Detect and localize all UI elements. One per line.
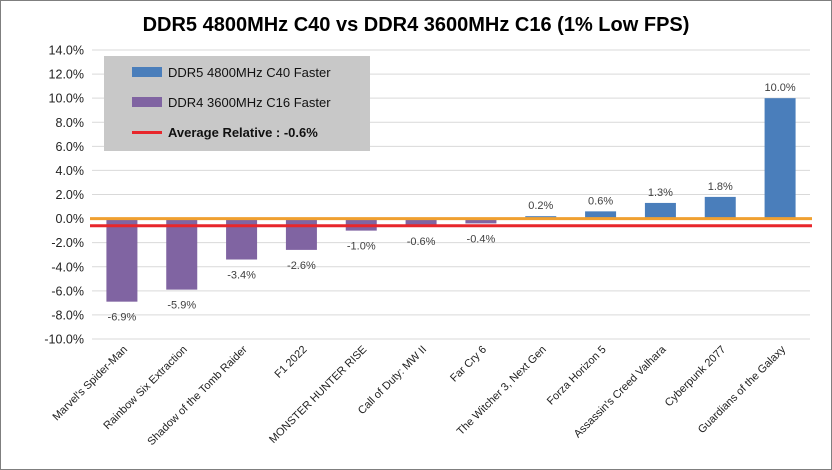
y-tick-label: -8.0% <box>51 308 84 322</box>
data-label: -3.4% <box>227 270 256 282</box>
category-label: Cyberpunk 2077 <box>663 344 729 410</box>
y-tick-label: 0.0% <box>56 212 85 226</box>
y-tick-label: -10.0% <box>44 333 84 347</box>
y-tick-label: -6.0% <box>51 284 84 298</box>
bar <box>465 218 497 224</box>
category-label: Forza Horizon 5 <box>545 344 609 408</box>
bar <box>764 98 796 219</box>
bar <box>106 218 138 302</box>
legend: DDR5 4800MHz C40 Faster DDR4 3600MHz C16… <box>104 56 370 151</box>
bar <box>285 218 317 250</box>
bar <box>166 218 198 290</box>
y-tick-label: 8.0% <box>56 116 85 130</box>
bar <box>644 202 676 219</box>
data-labels: -6.9% -5.9% -3.4% -2.6% -1.0% -0.6% -0.4% 0.2% 0… <box>108 82 796 324</box>
y-tick-label: -2.0% <box>51 236 84 250</box>
data-label: -0.4% <box>467 233 496 245</box>
y-tick-label: 6.0% <box>56 140 85 154</box>
y-tick-label: 14.0% <box>49 44 84 58</box>
category-label: Far Cry 6 <box>448 344 489 385</box>
data-label: -6.9% <box>108 312 137 324</box>
data-label: 10.0% <box>764 82 795 94</box>
legend-item-positive: DDR5 4800MHz C40 Faster <box>104 62 331 82</box>
data-label: 1.3% <box>648 187 673 199</box>
y-tick-label: 10.0% <box>49 92 84 106</box>
category-label: F1 2022 <box>273 344 310 381</box>
chart-title: DDR5 4800MHz C40 vs DDR4 3600MHz C16 (1%… <box>142 14 690 36</box>
reference-lines <box>90 217 812 228</box>
category-label: Call of Duty: MW II <box>356 344 429 417</box>
legend-swatch-negative <box>132 97 162 107</box>
bar <box>405 218 437 226</box>
legend-label-positive: DDR5 4800MHz C40 Faster <box>168 64 331 80</box>
y-tick-label: 12.0% <box>49 68 84 82</box>
data-label: -5.9% <box>167 300 196 312</box>
legend-line-average <box>132 130 162 134</box>
legend-label-negative: DDR4 3600MHz C16 Faster <box>168 94 331 110</box>
bar <box>585 211 617 219</box>
y-tick-label: 2.0% <box>56 188 85 202</box>
category-label: Shadow of the Tomb Raider <box>145 343 250 448</box>
bar <box>704 196 736 219</box>
y-axis-ticks: 14.0% 12.0% 10.0% 8.0% 6.0% 4.0% 2.0% 0.0% -2.0%… <box>44 44 84 347</box>
legend-item-negative: DDR4 3600MHz C16 Faster <box>104 92 331 112</box>
data-label: -0.6% <box>407 236 436 248</box>
data-label: 0.2% <box>528 200 553 212</box>
legend-swatch-positive <box>132 67 162 77</box>
y-tick-label: -4.0% <box>51 260 84 274</box>
data-label: 1.8% <box>708 181 733 193</box>
legend-item-average: Average Relative : -0.6% <box>104 122 318 142</box>
data-label: -1.0% <box>347 241 376 253</box>
legend-label-average: Average Relative : -0.6% <box>168 124 318 140</box>
data-label: -2.6% <box>287 260 316 272</box>
data-label: 0.6% <box>588 195 613 207</box>
y-tick-label: 4.0% <box>56 164 85 178</box>
category-label: MONSTER HUNTER RISE <box>267 344 369 446</box>
